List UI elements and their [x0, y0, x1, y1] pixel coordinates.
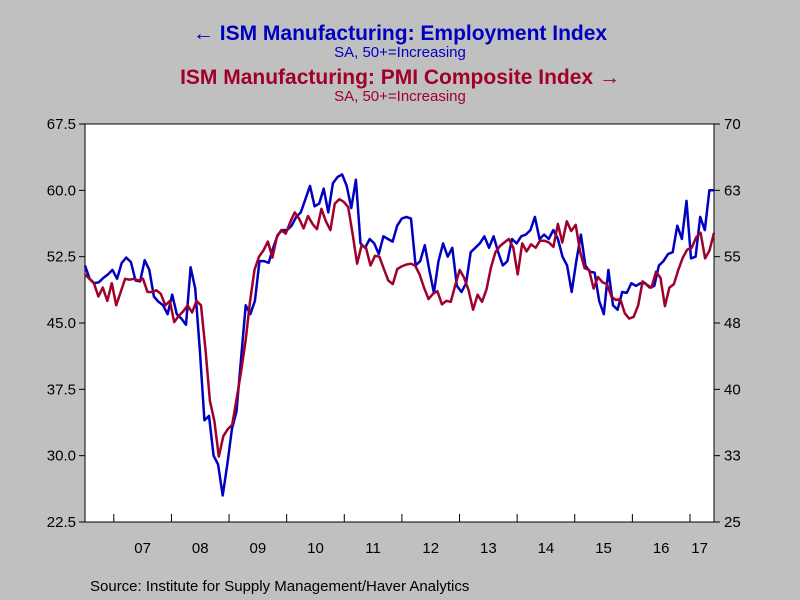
right-tick-label: 63 — [724, 182, 741, 199]
right-tick-label: 55 — [724, 249, 741, 266]
employment-subtitle: SA, 50+=Increasing — [334, 44, 466, 61]
x-tick-label: 16 — [653, 540, 670, 557]
right-arrow-icon: → — [598, 66, 620, 89]
x-tick-label: 12 — [422, 540, 439, 557]
axes: 67.5 60.0 52.5 45.0 37.5 30.0 22.5 70 63 55 48 40 33… — [47, 116, 741, 557]
left-arrow-icon: ← — [192, 22, 214, 45]
x-tick-label: 11 — [365, 540, 381, 557]
left-tick-label: 60.0 — [47, 182, 76, 199]
x-tick-label: 10 — [307, 540, 324, 557]
right-tick-label: 25 — [724, 514, 741, 531]
employment-title: ← ISM Manufacturing: Employment Index — [192, 22, 608, 45]
plot-area — [84, 123, 715, 523]
left-tick-label: 37.5 — [47, 381, 76, 398]
source-note: Source: Institute for Supply Management/… — [90, 578, 470, 595]
pmi-subtitle: SA, 50+=Increasing — [334, 88, 466, 105]
pmi-composite-line — [84, 197, 716, 458]
x-tick-label: 07 — [134, 540, 151, 557]
left-tick-label: 45.0 — [47, 315, 76, 332]
right-tick-label: 40 — [724, 381, 741, 398]
left-tick-label: 22.5 — [47, 514, 76, 531]
left-tick-label: 30.0 — [47, 448, 76, 465]
x-tick-label: 09 — [250, 540, 267, 557]
x-tick-label: 17 — [691, 540, 708, 557]
right-tick-label: 70 — [724, 116, 741, 133]
series-lines — [83, 173, 716, 497]
left-tick-label: 52.5 — [47, 249, 76, 266]
left-tick-label: 67.5 — [47, 116, 76, 133]
employment-index-line — [83, 173, 714, 497]
pmi-title: ISM Manufacturing: PMI Composite Index → — [180, 66, 620, 89]
x-tick-label: 15 — [595, 540, 612, 557]
x-tick-label: 08 — [192, 540, 209, 557]
right-tick-label: 33 — [724, 448, 741, 465]
right-tick-label: 48 — [724, 315, 741, 332]
x-tick-label: 14 — [538, 540, 555, 557]
x-tick-label: 13 — [480, 540, 497, 557]
